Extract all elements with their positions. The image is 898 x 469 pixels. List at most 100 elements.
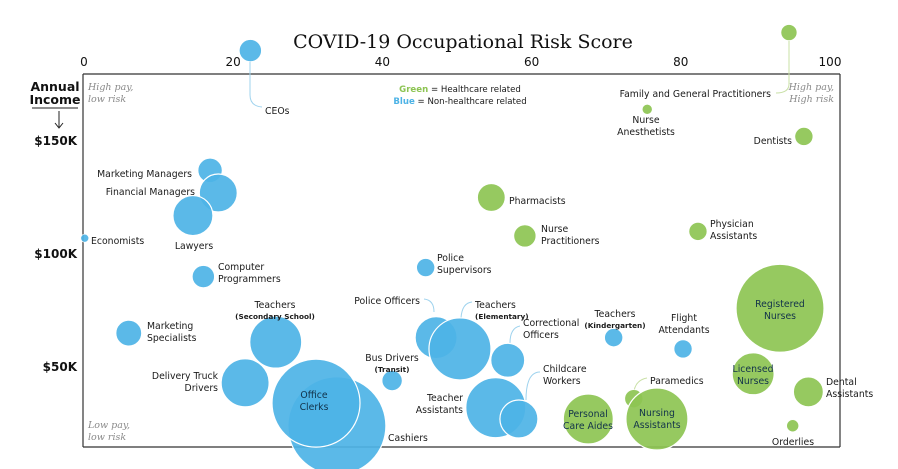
label-cashiers: Cashiers (388, 433, 428, 444)
label-bus-drivers-transit: Bus Drivers(Transit) (365, 353, 419, 374)
leader-line-family-and-general-practitioners (775, 41, 790, 94)
bubble-teachers-kindergarten (604, 328, 623, 347)
bubble-ceos (239, 39, 262, 62)
label-line: CEOs (265, 106, 290, 117)
bubble-dental-assistants (792, 376, 824, 408)
label-line: Assistants (826, 389, 873, 400)
label-line: Nurse (541, 224, 569, 235)
label-subtitle: (Elementary) (475, 312, 529, 321)
label-line: Officers (523, 330, 559, 341)
plot-frame (82, 73, 841, 448)
label-line: Cashiers (388, 433, 428, 444)
leader-line-police-officers (423, 298, 435, 313)
label-line: Teacher (426, 393, 463, 404)
y-axis-title-line-2: Income (29, 92, 80, 107)
label-line: Teachers (254, 300, 296, 311)
label-line: Licensed (733, 364, 774, 375)
label-economists: Economists (91, 236, 144, 247)
leader-line-childcare-workers (525, 371, 541, 401)
legend: Green = Healthcare related Blue = Non-he… (393, 85, 526, 107)
corner-bottom-left-line-1: Low pay, (87, 420, 130, 431)
label-line: Nurses (737, 376, 769, 387)
corner-annotations: High pay, low risk High pay, High risk L… (87, 82, 834, 443)
x-tick-label: 20 (226, 55, 241, 69)
bubble-pharmacists (476, 182, 506, 213)
legend-entry-non-healthcare: Blue = Non-healthcare related (393, 97, 526, 107)
label-paramedics: Paramedics (650, 376, 704, 387)
label-line: Assistants (416, 405, 463, 416)
label-line: Practitioners (541, 236, 600, 247)
label-lawyers: Lawyers (175, 241, 214, 252)
label-line: Computer (218, 262, 264, 273)
label-line: Orderlies (772, 437, 814, 448)
label-orderlies: Orderlies (772, 437, 814, 448)
label-line: Lawyers (175, 241, 214, 252)
x-tick-label: 100 (819, 55, 842, 69)
y-tick-label: $100K (34, 247, 77, 261)
label-line: Attendants (658, 325, 709, 336)
label-line: Drivers (185, 383, 219, 394)
label-line: Nursing (639, 408, 675, 419)
label-line: Office (300, 390, 327, 401)
bubble-flight-attendants (673, 339, 693, 359)
bubble-registered-nurses (735, 263, 825, 353)
label-line: Marketing Managers (97, 169, 192, 180)
bubble-economists (80, 233, 90, 243)
label-line: Family and General Practitioners (620, 89, 772, 100)
bubble-nursing-assistants (625, 387, 689, 451)
x-axis-ticks: 0 20 40 60 80 100 (80, 55, 841, 69)
label-police-officers: Police Officers (354, 296, 420, 307)
label-line: Nurses (764, 311, 796, 322)
label-line: Supervisors (437, 265, 492, 276)
label-family-and-general-practitioners: Family and General Practitioners (620, 89, 772, 100)
leader-line-correctional-officers (509, 325, 521, 344)
label-line: Assistants (710, 231, 757, 242)
label-line: Personal (568, 409, 608, 420)
bubble-delivery-truck-drivers (220, 358, 270, 408)
corner-top-left-line-1: High pay, (87, 82, 133, 93)
label-line: Clerks (300, 402, 329, 413)
label-line: Dentists (754, 136, 792, 147)
label-line: Paramedics (650, 376, 704, 387)
label-line: Registered (755, 299, 805, 310)
bubble-teachers-elementary (428, 317, 492, 381)
label-line: Police Officers (354, 296, 420, 307)
x-tick-label: 60 (524, 55, 539, 69)
chart-title: COVID-19 Occupational Risk Score (293, 31, 633, 53)
label-subtitle: (Transit) (375, 365, 410, 374)
bubbles (80, 24, 825, 469)
label-line: Programmers (218, 274, 281, 285)
bubble-family-and-general-practitioners (780, 24, 798, 41)
bubble-bus-drivers-transit (381, 370, 403, 391)
bubble-office-clerks (271, 358, 361, 448)
bubble-nurse-anesthetists (641, 104, 653, 115)
bubble-nurse-practitioners (513, 224, 537, 248)
label-line: Financial Managers (106, 187, 195, 198)
y-tick-label: $150K (34, 134, 77, 148)
label-marketing-managers: Marketing Managers (97, 169, 192, 180)
label-line: Flight (671, 313, 697, 324)
arrowhead-icon (54, 122, 64, 129)
y-axis-ticks: $150K $100K $50K (34, 134, 77, 374)
corner-top-right-line-1: High pay, (788, 82, 834, 93)
corner-bottom-left-line-2: low risk (88, 432, 126, 443)
legend-text-healthcare: = Healthcare related (428, 85, 521, 95)
legend-entry-healthcare: Green = Healthcare related (399, 85, 521, 95)
label-line: Bus Drivers (365, 353, 419, 364)
label-line: Marketing (147, 321, 193, 332)
label-pharmacists: Pharmacists (509, 196, 566, 207)
bubble-police-supervisors (416, 258, 435, 277)
leader-line-ceos (249, 60, 263, 108)
label-line: Workers (543, 376, 581, 387)
bubble-personal-care-aides (562, 393, 614, 445)
label-line: Care Aides (563, 421, 613, 432)
bubble-labels: CEOs Family and General Practitioners Nurs… (91, 89, 873, 448)
